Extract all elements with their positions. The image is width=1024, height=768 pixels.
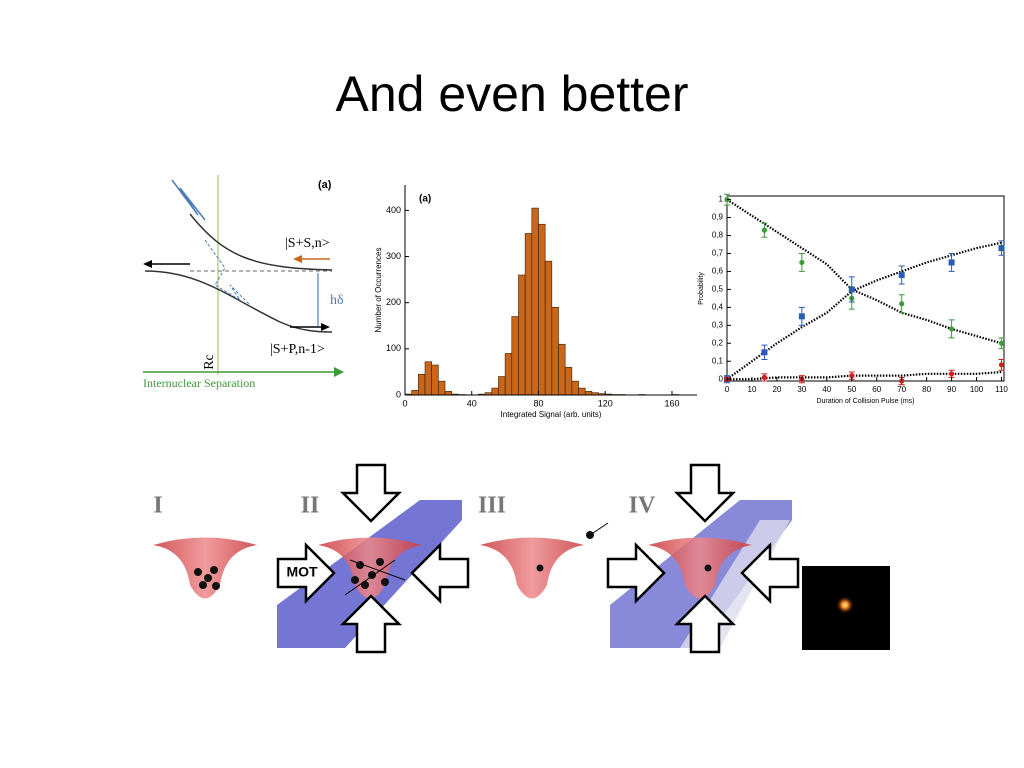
x-tick-label: 70 <box>897 385 906 394</box>
bar <box>438 380 446 396</box>
x-tick-label: 40 <box>822 385 831 394</box>
x-axis-label: Duration of Collision Pulse (ms) <box>816 398 914 405</box>
axis-label: Internuclear Separation <box>143 376 255 390</box>
point <box>848 286 855 293</box>
point <box>898 272 905 279</box>
state-label: |S+P,n-1> <box>270 342 325 357</box>
y-tick-label: 1 <box>719 195 724 204</box>
point <box>998 362 1005 368</box>
y-axis-label: Probability <box>698 272 705 305</box>
bar <box>584 391 593 396</box>
bar <box>498 376 506 396</box>
y-tick-label: 300 <box>386 251 401 261</box>
bar <box>578 387 586 396</box>
slide-title: And even better <box>335 66 688 122</box>
fit-line <box>726 198 1002 345</box>
stage-label: II <box>301 493 320 519</box>
bar <box>551 307 559 396</box>
mot-label: MOT <box>286 564 318 580</box>
x-tick-label: 80 <box>922 385 931 394</box>
point <box>761 227 768 233</box>
crossing-label: Rc <box>202 354 217 370</box>
y-tick-label: 0,9 <box>712 213 724 222</box>
point <box>761 374 768 381</box>
fit-line <box>727 370 1002 381</box>
splitting-label: hδ <box>330 293 344 308</box>
stage-label: I <box>153 493 162 519</box>
x-tick-label: 120 <box>598 398 613 408</box>
bar <box>544 260 553 396</box>
y-tick-label: 0,3 <box>712 320 724 329</box>
y-tick-label: 0,5 <box>712 285 724 294</box>
bar <box>424 361 432 396</box>
x-tick-label: 20 <box>772 385 781 394</box>
y-tick-label: 0,2 <box>712 338 724 347</box>
x-tick-label: 110 <box>995 385 1008 394</box>
point <box>948 371 955 377</box>
point <box>948 259 955 266</box>
x-tick-label: 60 <box>872 385 881 394</box>
y-axis-label: Number of Occurrences <box>374 248 383 333</box>
bar <box>538 223 546 396</box>
x-tick-label: 80 <box>533 398 543 408</box>
stage-label: IV <box>629 493 656 519</box>
bar <box>511 316 519 396</box>
x-tick-label: 0 <box>402 398 407 408</box>
point <box>948 326 955 332</box>
point <box>798 313 805 320</box>
bar <box>564 367 573 396</box>
panel-label: (a) <box>419 194 431 205</box>
x-tick-label: 50 <box>847 385 856 394</box>
potential-diagram <box>143 175 344 377</box>
bar <box>518 274 526 396</box>
panel-label: (a) <box>318 179 332 191</box>
x-tick-label: 30 <box>797 385 806 394</box>
y-tick-label: 0,6 <box>712 267 724 276</box>
point <box>761 349 768 356</box>
point <box>899 301 905 307</box>
bar <box>504 353 513 396</box>
y-tick-label: 0,4 <box>712 302 724 311</box>
y-tick-label: 0,1 <box>712 356 724 365</box>
bar <box>524 233 533 396</box>
process-diagram <box>153 463 890 654</box>
stage-label: III <box>478 493 506 519</box>
y-tick-label: 0,7 <box>712 249 724 258</box>
bar <box>491 387 499 396</box>
y-tick-label: 0 <box>719 374 724 383</box>
bar <box>431 364 439 396</box>
x-tick-label: 0 <box>725 385 730 394</box>
y-tick-label: 0,8 <box>712 231 724 240</box>
point <box>849 373 855 379</box>
bar <box>418 373 426 396</box>
bar <box>571 380 579 396</box>
bar <box>444 391 453 396</box>
point <box>998 245 1005 252</box>
point <box>998 340 1005 346</box>
y-tick-label: 0 <box>396 389 401 399</box>
bar <box>558 343 566 396</box>
point <box>799 259 805 266</box>
y-tick-label: 200 <box>386 297 401 307</box>
plot-frame <box>726 195 1005 382</box>
x-axis-label: Integrated Signal (arb. units) <box>501 410 602 419</box>
bar <box>531 207 539 396</box>
fit-line <box>726 241 1002 381</box>
bar <box>411 390 419 396</box>
x-tick-label: 100 <box>970 385 984 394</box>
x-tick-label: 40 <box>467 398 477 408</box>
x-tick-label: 90 <box>947 385 956 394</box>
y-tick-label: 100 <box>386 343 401 353</box>
x-tick-label: 10 <box>748 385 757 394</box>
state-label: |S+S,n> <box>285 236 330 251</box>
y-tick-label: 400 <box>386 205 401 215</box>
x-tick-label: 160 <box>664 398 679 408</box>
